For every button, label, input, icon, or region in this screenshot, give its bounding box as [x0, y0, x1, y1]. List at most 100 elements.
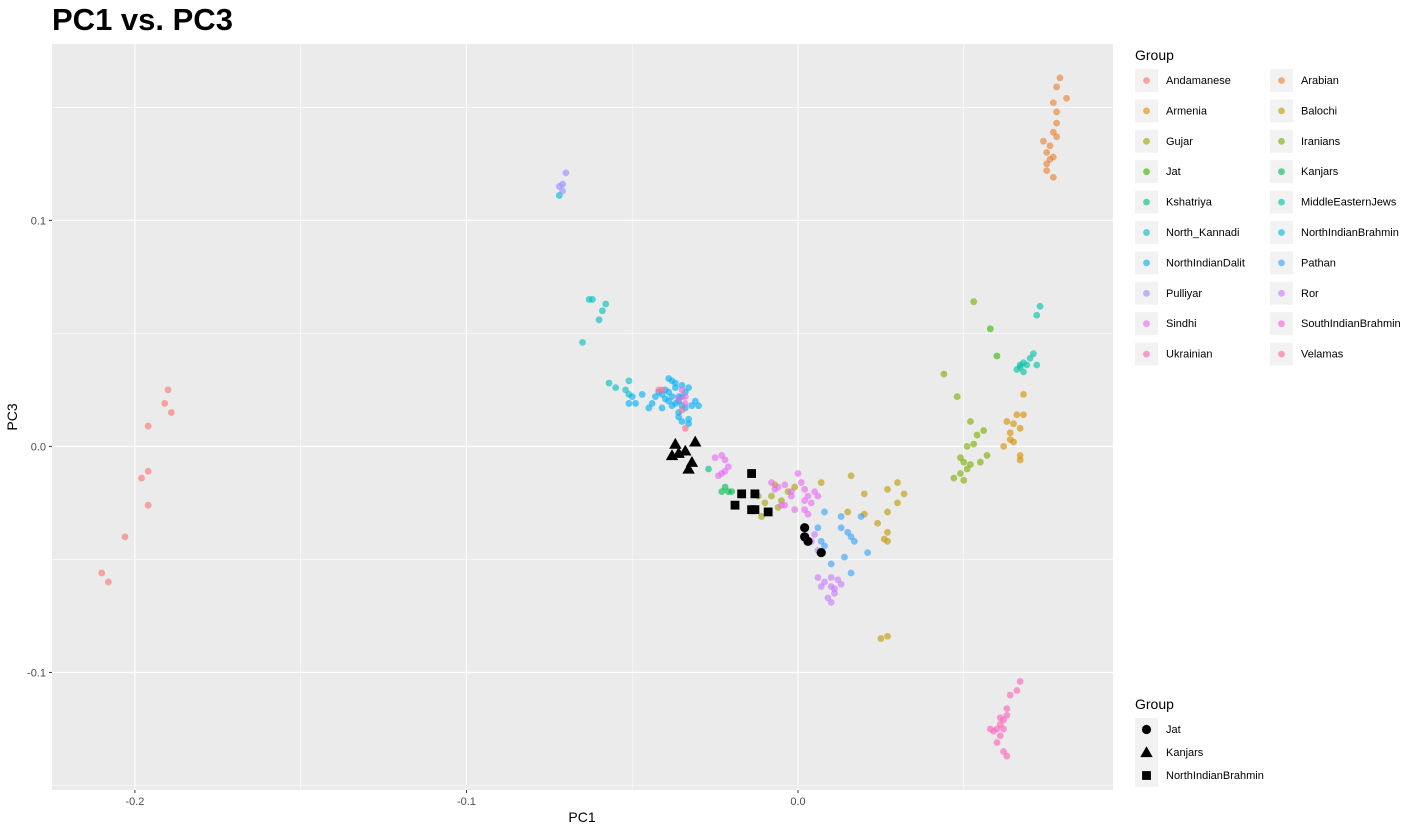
legend-swatch: [1143, 77, 1150, 84]
point-arabian: [1053, 83, 1061, 91]
point-sindhi: [791, 506, 799, 514]
highlight-point-northindianbrahmin: [747, 505, 756, 515]
point-north-kannadi: [598, 307, 606, 315]
point-iranians: [960, 476, 968, 484]
point-gujar: [758, 513, 765, 520]
point-arabian: [1049, 99, 1057, 107]
point-middleeasternjews: [1020, 368, 1027, 376]
legend-swatch: [1278, 289, 1285, 297]
point-sindhi: [794, 470, 802, 477]
point-armenia: [1013, 411, 1021, 419]
point-balochi: [900, 490, 908, 498]
point-ukrainian: [1000, 725, 1007, 733]
point-sindhi: [768, 479, 775, 486]
point-southindianbrahmin: [681, 400, 689, 407]
legend-swatch: [1143, 350, 1150, 358]
point-armenia: [1010, 420, 1017, 428]
legend-swatch: [1278, 168, 1285, 176]
point-balochi: [884, 508, 891, 516]
color-legend: Group Andamanese Arabian Armenia Balochi Guj…: [1135, 47, 1401, 366]
point-balochi: [844, 508, 852, 516]
point-pathan: [841, 553, 848, 561]
point-pathan: [857, 513, 865, 520]
point-balochi: [884, 537, 891, 545]
point-pathan: [821, 542, 828, 550]
point-arabian: [1056, 74, 1064, 82]
point-andamanese: [121, 533, 129, 541]
legend-swatch: [1278, 198, 1285, 206]
point-north-kannadi: [625, 377, 633, 385]
point-kanjars: [728, 488, 736, 495]
point-iranians: [960, 458, 968, 466]
point-ukrainian: [1006, 691, 1014, 699]
x-axis-ticks: -0.2 -0.1 0.0: [125, 790, 806, 808]
point-arabian: [1046, 142, 1054, 150]
point-sindhi: [774, 483, 782, 491]
point-middleeasternjews: [1023, 361, 1031, 369]
legend-swatch: [1143, 229, 1150, 236]
legend-label: Ror: [1301, 288, 1319, 300]
point-north-kannadi: [602, 300, 610, 308]
highlight-point-northindianbrahmin: [730, 500, 740, 510]
legend-swatch: [1143, 259, 1150, 267]
point-iranians: [970, 440, 978, 448]
point-middleeasternjews: [1026, 354, 1034, 362]
point-balochi: [860, 490, 868, 498]
legend-label: Pathan: [1301, 257, 1336, 269]
point-arabian: [1043, 149, 1051, 156]
point-andamanese: [104, 578, 112, 586]
point-ukrainian: [1003, 752, 1011, 760]
point-velamas: [681, 424, 689, 432]
point-arabian: [1053, 119, 1061, 127]
legend-swatch: [1278, 77, 1285, 84]
legend-label: Sindhi: [1166, 318, 1197, 330]
point-northindiandalit: [671, 379, 679, 387]
point-ror: [817, 583, 825, 590]
legend-swatch: [1143, 289, 1150, 297]
point-ukrainian: [1003, 705, 1011, 713]
legend-swatch: [1143, 168, 1150, 176]
point-northindiandalit: [628, 393, 636, 401]
legend-swatch: [1278, 107, 1285, 115]
point-balochi: [884, 632, 891, 640]
point-pulliyar: [559, 187, 567, 195]
point-armenia: [1006, 429, 1014, 437]
point-sindhi: [807, 499, 815, 507]
point-middleeasternjews: [1016, 361, 1024, 369]
point-iranians: [963, 442, 971, 450]
point-pathan: [864, 549, 872, 557]
legend-label: Velamas: [1301, 349, 1344, 361]
legend-label: Iranians: [1301, 136, 1341, 148]
point-kshatriya: [705, 465, 712, 473]
point-northindiandalit: [665, 375, 673, 382]
point-iranians: [963, 465, 971, 473]
legend-label: NorthIndianDalit: [1166, 257, 1245, 269]
point-iranians: [957, 470, 964, 477]
legend-label: Kanjars: [1301, 166, 1339, 178]
legend-label: Armenia: [1166, 105, 1208, 117]
point-northindiandalit: [678, 418, 686, 425]
point-iranians: [940, 370, 948, 378]
legend-label: MiddleEasternJews: [1301, 197, 1397, 209]
point-north-kannadi: [595, 316, 603, 324]
point-iranians: [967, 418, 974, 425]
point-ror: [814, 574, 822, 581]
point-ukrainian: [993, 739, 1001, 746]
legend-swatch: [1143, 137, 1150, 145]
point-armenia: [1020, 411, 1027, 419]
point-ukrainian: [1013, 687, 1021, 694]
point-andamanese: [164, 386, 172, 394]
legend-label: Andamanese: [1166, 75, 1231, 87]
point-andamanese: [144, 467, 152, 475]
point-sindhi: [781, 481, 789, 489]
point-iranians: [950, 474, 958, 482]
point-andamanese: [138, 474, 145, 482]
point-northindiandalit: [668, 393, 676, 401]
point-armenia: [1000, 442, 1007, 450]
highlight-point-kanjars: [669, 437, 682, 449]
legend-label: Gujar: [1166, 136, 1193, 148]
highlight-point-northindianbrahmin: [737, 489, 747, 499]
point-northindiandalit: [625, 400, 633, 407]
point-jat: [993, 352, 1001, 360]
point-sindhi: [804, 492, 812, 500]
